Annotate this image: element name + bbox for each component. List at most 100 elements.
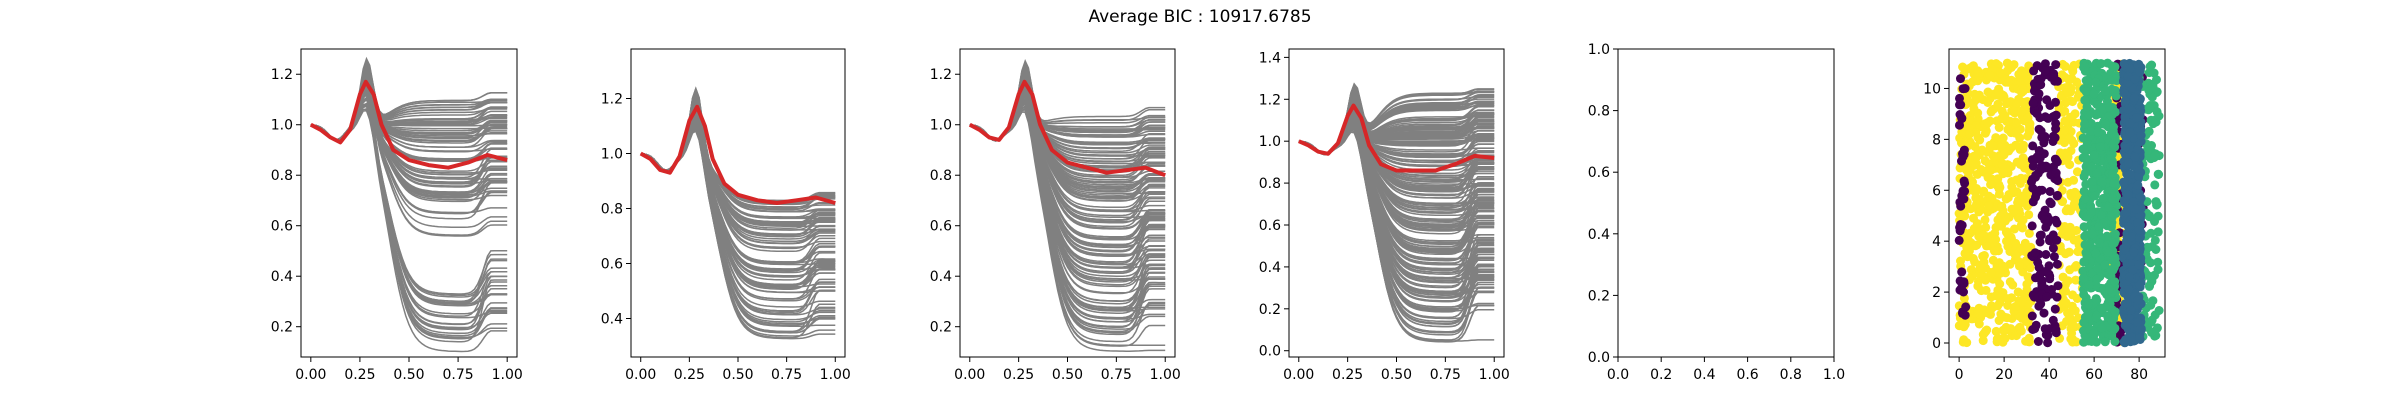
scatter-point: [2065, 312, 2075, 322]
scatter-point: [2003, 66, 2012, 76]
scatter-point: [2042, 292, 2052, 302]
scatter-point: [2028, 141, 2038, 151]
scatter-point: [2012, 118, 2021, 128]
scatter-point: [2035, 270, 2045, 279]
scatter-point: [2150, 235, 2160, 245]
y-tick-label: 0.4: [1259, 260, 1281, 276]
scatter-point: [2089, 150, 2099, 160]
scatter-point: [1970, 142, 1980, 152]
x-tick-label: 0.25: [674, 367, 705, 383]
scatter-point: [1995, 182, 2005, 192]
x-tick-label: 0.00: [295, 367, 326, 383]
scatter-point: [2059, 138, 2069, 148]
scatter-point: [2133, 295, 2143, 305]
x-tick-label: 40: [2040, 367, 2058, 383]
scatter-point: [2027, 177, 2036, 187]
scatter-point: [2066, 229, 2076, 238]
mean-curve: [309, 79, 508, 170]
scatter-point: [2052, 259, 2062, 269]
scatter-point: [1989, 246, 1999, 256]
x-tick-label: 0.75: [771, 367, 802, 383]
scatter-point: [2063, 152, 2073, 162]
scatter-point: [2015, 160, 2025, 169]
scatter-point: [2135, 193, 2145, 203]
scatter-point: [2126, 232, 2136, 242]
scatter-point: [1955, 93, 1964, 103]
scatter-point: [2094, 222, 2104, 231]
scatter-point: [2069, 175, 2079, 185]
scatter-point: [2097, 323, 2107, 333]
scatter-point: [2052, 235, 2062, 245]
x-tick-label: 0: [1955, 367, 1964, 383]
scatter-point: [2041, 250, 2051, 259]
scatter-point: [1959, 194, 1969, 204]
scatter-point: [2121, 208, 2131, 218]
scatter-point: [2031, 320, 2041, 330]
scatter-point: [2123, 222, 2133, 232]
panel-2: 0.00 0.25 0.50 0.75 1.00 0.4 0.6 0.8 1.0 1.2: [601, 48, 851, 383]
scatter-point: [2032, 109, 2042, 119]
scatter-point: [2024, 228, 2034, 238]
scatter-point: [2000, 334, 2010, 343]
y-tick-label: 0.2: [1588, 288, 1610, 304]
y-tick-label: 0.6: [930, 219, 952, 235]
y-tick-label: 0.6: [601, 257, 623, 273]
y-tick-label: 10: [1923, 81, 1941, 97]
scatter-point: [2128, 265, 2138, 275]
scatter-point: [1959, 335, 1969, 345]
scatter-point: [1959, 322, 1969, 332]
scatter-point: [1973, 67, 1983, 77]
scatter-point: [1984, 201, 1994, 211]
x-tick-label: 0.4: [1693, 367, 1715, 383]
scatter-point: [1968, 61, 1978, 71]
scatter-point: [2015, 179, 2025, 188]
scatter-point: [2153, 169, 2163, 179]
scatter-point: [2133, 180, 2143, 190]
scatter-point: [1981, 222, 1991, 232]
scatter-point: [2150, 180, 2160, 190]
scatter-point: [2034, 89, 2044, 99]
scatter-point: [2091, 294, 2101, 304]
scatter-point: [1994, 87, 2004, 97]
scatter-point: [2148, 83, 2158, 92]
scatter-point: [2034, 146, 2044, 156]
x-tick-label: 0.8: [1780, 367, 1802, 383]
scatter-point: [1986, 165, 1996, 175]
scatter-point: [1986, 305, 1995, 315]
scatter-point: [2151, 197, 2161, 207]
scatter-point: [2147, 327, 2156, 337]
scatter-point: [2079, 337, 2089, 347]
scatter-point: [1991, 133, 2001, 143]
scatter-point: [2120, 96, 2130, 106]
scatter-point: [2089, 329, 2099, 338]
scatter-point: [2100, 337, 2110, 347]
scatter-point: [1974, 319, 1984, 329]
scatter-point: [1996, 221, 2006, 231]
scatter-point: [2134, 260, 2144, 270]
y-tick-label: 0.6: [1588, 165, 1610, 181]
scatter-point: [2058, 197, 2068, 206]
scatter-point: [1982, 325, 1992, 335]
scatter-point: [2134, 333, 2144, 343]
scatter-point: [2125, 64, 2135, 74]
scatter-point: [2013, 198, 2023, 208]
scatter-point: [1960, 84, 1970, 93]
scatter-point: [2065, 160, 2075, 170]
y-tick-label: 1.4: [1259, 50, 1281, 66]
scatter-point: [2146, 300, 2156, 310]
scatter-point: [2003, 125, 2013, 135]
scatter-point: [1981, 275, 1990, 285]
scatter-point: [2040, 66, 2050, 76]
scatter-point: [1991, 235, 2001, 245]
plot-area-4: [1298, 82, 1495, 343]
x-tick-label: 20: [1995, 367, 2013, 383]
scatter-point: [2015, 261, 2024, 271]
scatter-point: [2030, 248, 2040, 258]
scatter-point: [1972, 184, 1981, 193]
scatter-point: [2105, 102, 2114, 112]
scatter-point: [2084, 110, 2094, 120]
scatter-point: [2087, 337, 2097, 346]
scatter-point: [2096, 59, 2106, 69]
scatter-point: [2153, 257, 2163, 267]
scatter-point: [2153, 211, 2163, 221]
